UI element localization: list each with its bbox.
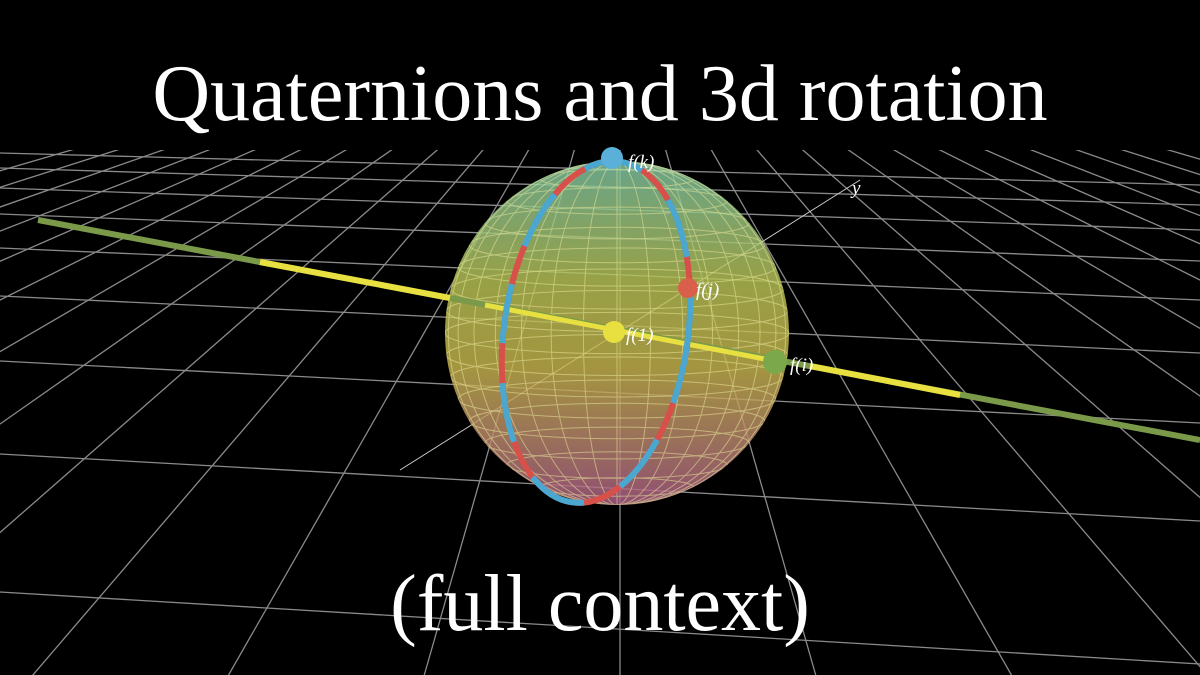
- axis-segment: [809, 363, 961, 398]
- subtitle: (full context): [390, 560, 810, 648]
- point-i: [763, 350, 787, 374]
- title: Quaternions and 3d rotation: [152, 50, 1047, 138]
- longitude: [447, 161, 787, 505]
- longitude: [457, 161, 777, 505]
- latitude: [468, 226, 766, 264]
- longitude: [520, 161, 714, 505]
- latitude: [450, 268, 784, 310]
- grid-line: [0, 150, 256, 262]
- grid-line: [0, 591, 1200, 665]
- latitude: [468, 402, 766, 440]
- grid-line: [0, 150, 348, 353]
- point-label: f(1): [626, 325, 653, 346]
- axis-label: y: [850, 178, 861, 199]
- point-1: [603, 321, 625, 343]
- axis-segment: [259, 259, 451, 301]
- grid-line: [0, 150, 302, 301]
- point-j: [678, 278, 698, 298]
- latitude: [450, 356, 784, 398]
- longitude: [494, 161, 740, 505]
- grid-line: [0, 150, 439, 534]
- point-label: f(j): [696, 280, 719, 301]
- grid-line: [0, 150, 165, 208]
- grid-line: [847, 150, 1200, 397]
- axis-segment: [484, 302, 771, 363]
- grid-line: [32, 150, 484, 675]
- longitude: [550, 161, 684, 505]
- grid-line: [227, 150, 530, 675]
- grid-line: [0, 150, 393, 425]
- grid-line: [801, 150, 1200, 499]
- point-label: f(i): [790, 355, 813, 376]
- grid-line: [892, 150, 1200, 330]
- longitude: [473, 161, 761, 505]
- grid-line: [710, 150, 1013, 675]
- grid-line: [0, 150, 211, 232]
- grid-line: [984, 150, 1200, 245]
- latitude: [506, 187, 728, 215]
- grid-line: [756, 150, 1200, 668]
- grid-line: [938, 150, 1200, 281]
- latitude: [445, 311, 789, 355]
- grid-line: [1029, 150, 1200, 217]
- latitude: [484, 206, 750, 240]
- point-k: [601, 147, 623, 169]
- latitude: [484, 426, 750, 460]
- point-label: f(k): [628, 152, 654, 173]
